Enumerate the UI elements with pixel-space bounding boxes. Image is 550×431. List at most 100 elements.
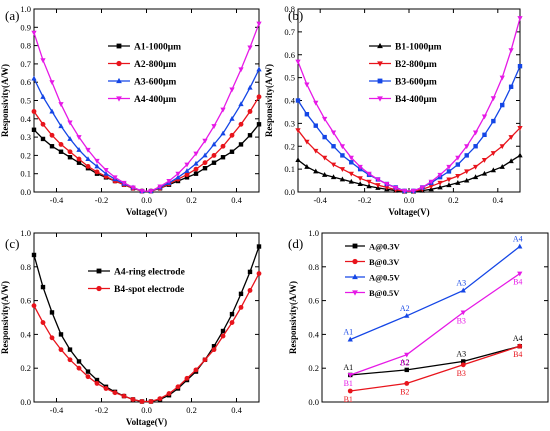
data-point <box>404 312 410 318</box>
legend-marker <box>116 96 122 102</box>
data-point <box>348 171 354 177</box>
data-point <box>193 171 199 176</box>
panel-label: (b) <box>288 8 303 23</box>
y-tick-label: 0.8 <box>20 41 31 51</box>
data-point <box>322 155 328 161</box>
data-point <box>331 144 336 149</box>
data-point <box>313 123 318 128</box>
data-point <box>357 176 363 182</box>
data-point <box>229 149 235 154</box>
data-point <box>304 163 310 169</box>
x-tick-label: 0.4 <box>231 195 242 205</box>
series-2: A1 A2 A3 A4 <box>343 235 523 342</box>
data-point <box>455 155 461 161</box>
data-point <box>49 310 55 315</box>
legend-entry: B@0.5V <box>345 288 400 298</box>
data-point <box>446 182 452 188</box>
series-line <box>33 69 260 192</box>
data-point <box>357 164 363 170</box>
y-tick-label: 0.8 <box>308 262 319 272</box>
legend-entry: A2-800μm <box>108 60 176 70</box>
data-point <box>256 244 262 249</box>
data-point <box>295 157 301 162</box>
panel-label: (a) <box>5 8 19 23</box>
data-point <box>481 114 488 120</box>
x-tick-label: 0.0 <box>141 405 152 415</box>
series-1 <box>31 271 262 404</box>
data-point <box>94 380 100 386</box>
data-point <box>508 158 514 164</box>
data-point <box>157 184 163 190</box>
data-point <box>349 160 354 165</box>
legend-marker <box>377 96 383 102</box>
data-point <box>517 343 523 349</box>
legend-marker <box>352 243 358 249</box>
data-point <box>85 147 91 153</box>
data-point <box>247 133 253 138</box>
legend-marker <box>377 42 383 49</box>
point-label: B3 <box>457 316 466 325</box>
data-point <box>157 396 163 402</box>
data-point <box>67 347 73 352</box>
series-1 <box>295 125 523 195</box>
data-point <box>193 160 199 166</box>
data-point <box>175 171 181 177</box>
data-point <box>67 120 73 126</box>
data-point <box>322 116 328 122</box>
data-point <box>211 141 217 147</box>
data-point <box>211 344 217 349</box>
data-point <box>211 160 217 165</box>
data-point <box>295 128 301 134</box>
y-tick-label: 0.1 <box>284 164 295 174</box>
data-point <box>229 115 235 121</box>
series-line <box>33 23 260 192</box>
data-point <box>375 177 381 183</box>
legend-marker <box>377 61 383 67</box>
legend-label: B4-spot electrode <box>114 285 184 295</box>
data-point <box>247 288 253 293</box>
data-point <box>464 169 470 175</box>
point-label: A2 <box>400 304 410 313</box>
data-point <box>202 160 208 166</box>
data-point <box>238 67 244 73</box>
data-point <box>247 84 253 90</box>
x-tick-label: -0.2 <box>358 195 371 205</box>
data-point <box>94 158 100 164</box>
y-axis-title: Responsivity(A/W) <box>264 64 274 137</box>
data-point <box>31 30 37 36</box>
legend-label: A4-400μm <box>134 95 176 105</box>
data-point <box>103 168 109 173</box>
legend-label: B1-1000μm <box>395 43 442 53</box>
data-point <box>220 333 226 339</box>
data-point <box>375 183 381 188</box>
data-point <box>437 184 443 190</box>
data-point <box>295 59 301 65</box>
data-point <box>330 174 337 180</box>
data-point <box>184 172 190 178</box>
y-tick-label: 0.0 <box>308 397 319 407</box>
data-point <box>517 271 523 277</box>
x-axis-title: Voltage(V) <box>126 417 167 427</box>
x-tick-label: 0.2 <box>448 195 459 205</box>
data-point <box>461 359 466 364</box>
data-point <box>247 269 253 275</box>
legend-marker <box>116 77 122 84</box>
data-point <box>256 66 262 72</box>
series-line <box>297 127 521 192</box>
x-tick-label: -0.4 <box>50 195 64 205</box>
point-label: B2 <box>400 387 409 396</box>
point-label: A4 <box>513 334 523 343</box>
y-tick-label: 0.2 <box>284 141 295 151</box>
data-point <box>202 166 208 171</box>
series-1: B1 B2 B3 B4 <box>344 343 523 404</box>
data-point <box>437 172 443 178</box>
data-point <box>500 102 505 108</box>
point-label: B4 <box>513 350 522 359</box>
y-tick-label: 0.7 <box>20 59 31 69</box>
data-point <box>404 380 410 386</box>
data-point <box>330 162 337 168</box>
data-point <box>464 144 470 150</box>
data-point <box>229 132 235 138</box>
plot-frame <box>321 232 549 403</box>
data-point <box>220 143 226 149</box>
